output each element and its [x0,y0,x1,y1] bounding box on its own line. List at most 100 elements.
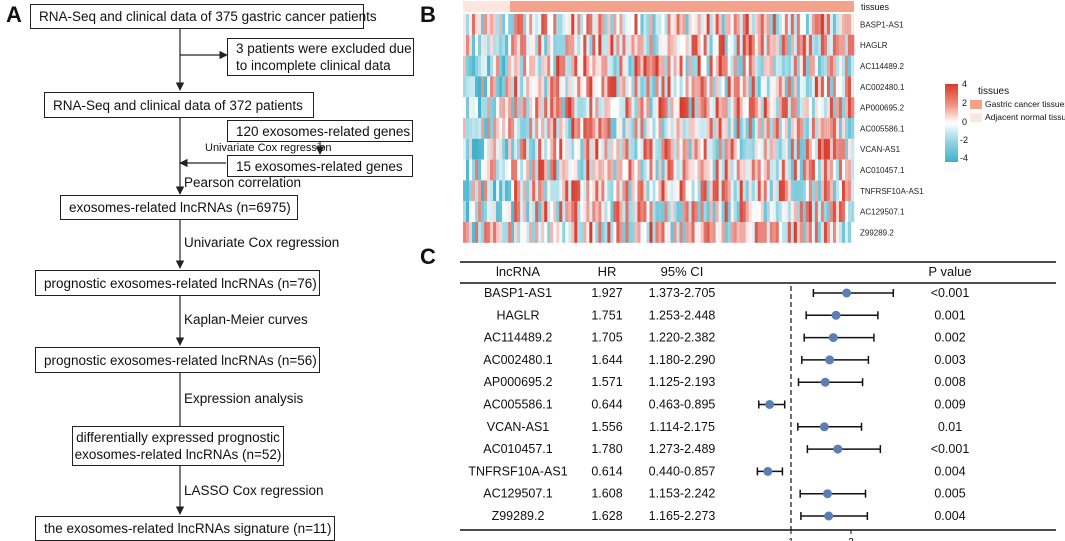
heatmap-cell [712,180,716,202]
heatmap-cell [577,180,581,202]
heatmap-cell [604,34,608,56]
heatmap-cell [466,76,470,98]
heatmap-cell [469,14,473,35]
heatmap-cell [646,180,650,202]
heatmap-cell [619,222,623,243]
heatmap-cell [565,222,569,243]
heatmap-cell [712,76,716,98]
heatmap-cell [682,138,686,160]
forest-gene-label: AC010457.1 [483,442,553,456]
heatmap-cell [574,55,578,77]
heatmap-cell [592,222,596,243]
heatmap-cell [745,159,750,181]
heatmap-cell [613,180,617,202]
heatmap-cell [466,97,470,118]
heatmap-cell [661,159,665,181]
heatmap-cell [622,180,626,202]
heatmap-cell [607,55,611,77]
heatmap-cell [808,159,813,181]
forest-point [819,422,829,432]
heatmap-cell [712,118,716,139]
heatmap-cell [847,118,852,139]
heatmap-cell [628,138,632,160]
heatmap-cell [688,14,692,35]
heatmap-cell [838,14,843,35]
heatmap-cell [793,201,798,222]
heatmap-cell [577,34,581,56]
heatmap-cell [571,14,575,35]
heatmap-cell [754,159,759,181]
heatmap-cell [595,138,599,160]
heatmap-cell [715,159,719,181]
heatmap-cell [553,222,557,243]
heatmap-cell [496,55,500,77]
heatmap-cell [793,138,798,160]
heatmap-cell [577,55,581,77]
heatmap-cell [511,14,515,35]
heatmap-cell [481,159,485,181]
heatmap-cell [631,97,635,118]
heatmap-cell [748,118,753,139]
heatmap-cell [712,201,716,222]
heatmap-cell [667,180,671,202]
heatmap-cell [844,180,849,202]
heatmap-cell [658,159,662,181]
heatmap-cell [628,76,632,98]
heatmap-cell [733,97,737,118]
heatmap-cell [799,159,804,181]
heatmap-cell [610,97,614,118]
heatmap-cell [718,138,722,160]
heatmap-cell [685,118,689,139]
heatmap-cell [718,222,722,243]
heatmap-cell [613,118,617,139]
forest-p-label: 0.008 [934,375,965,389]
heatmap-cell [592,55,596,77]
forest-ci-label: 1.373-2.705 [649,286,716,300]
heatmap-cell [508,201,512,222]
heatmap-gene-label: AP000695.2 [860,104,905,113]
heatmap-cell [523,201,527,222]
heatmap-cell [733,201,737,222]
heatmap-cell [670,159,674,181]
heatmap-cell [841,159,846,181]
heatmap-cell [715,14,719,35]
heatmap-cell [493,97,497,118]
heatmap-cell [598,55,602,77]
heatmap-cell [541,14,545,35]
heatmap-cell [805,138,810,160]
heatmap-cell [694,138,698,160]
heatmap-cell [535,34,539,56]
heatmap-cell [760,76,765,98]
heatmap-cell [463,159,467,181]
heatmap-cell [742,138,747,160]
heatmap-cell [835,222,840,243]
heatmap-cell [571,76,575,98]
heatmap-cell [685,76,689,98]
label-uni-cox-small: Univariate Cox regression [205,142,332,154]
heatmap-cell [517,159,521,181]
heatmap-cell [640,34,644,56]
panel-label-c: C [420,244,436,269]
heatmap-cell [685,97,689,118]
heatmap-cell [496,222,500,243]
heatmap-cell [685,55,689,77]
heatmap-cell [682,201,686,222]
heatmap-cell [835,180,840,202]
heatmap-cell [595,34,599,56]
heatmap-cell [514,118,518,139]
heatmap-cell [796,76,801,98]
heatmap-cell [592,14,596,35]
heatmap-cell [640,55,644,77]
heatmap-cell [529,201,533,222]
heatmap-cell [640,222,644,243]
heatmap-cell [739,118,744,139]
heatmap-cell [733,55,737,77]
label-lasso: LASSO Cox regression [184,483,324,498]
heatmap-cell [463,222,467,243]
heatmap-cell [517,76,521,98]
heatmap-cell [823,55,828,77]
heatmap-cell [550,76,554,98]
heatmap-cell [646,55,650,77]
heatmap-cell [631,34,635,56]
heatmap-cell [595,14,599,35]
